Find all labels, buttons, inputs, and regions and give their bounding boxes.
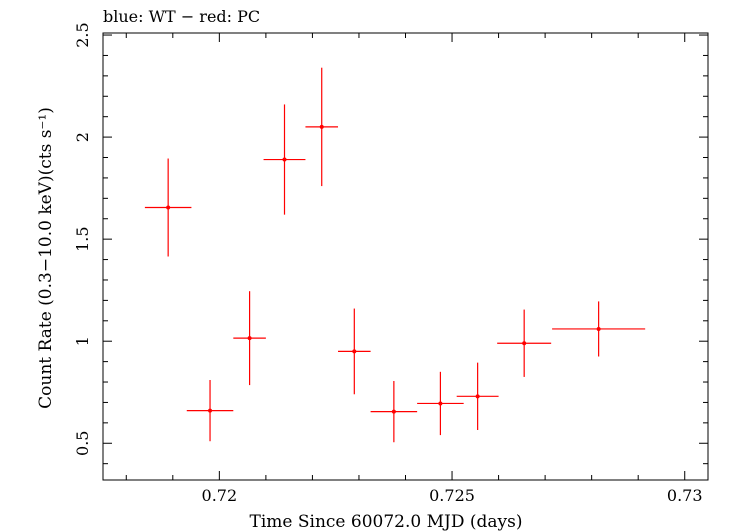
plot-frame xyxy=(102,32,709,481)
point-marker xyxy=(391,409,396,414)
data-point xyxy=(417,371,464,436)
point-marker xyxy=(596,326,601,331)
data-point xyxy=(186,379,234,442)
data-point xyxy=(370,381,418,443)
y-tick-label: 1 xyxy=(73,336,92,346)
y-axis-label: Count Rate (0.3−10.0 keV)(cts s⁻¹) xyxy=(36,107,56,409)
y-tick-label: 2.5 xyxy=(73,22,92,47)
data-point xyxy=(305,67,339,187)
axis-ticks xyxy=(103,33,708,480)
data-point xyxy=(456,362,499,430)
x-axis-label: Time Since 60072.0 MJD (days) xyxy=(250,512,523,532)
data-points xyxy=(144,67,646,443)
data-point xyxy=(263,104,306,215)
y-tick-label: 0.5 xyxy=(73,431,92,456)
data-point xyxy=(338,308,371,395)
point-marker xyxy=(166,205,171,210)
tick-labels: 0.72 0.725 0.73 0.5 1 1.5 2 2.5 xyxy=(73,22,703,505)
data-point xyxy=(552,301,646,357)
point-marker xyxy=(247,336,252,341)
data-point xyxy=(144,158,192,257)
data-point xyxy=(233,291,266,386)
point-marker xyxy=(282,157,287,162)
point-marker xyxy=(438,401,443,406)
x-tick-label: 0.725 xyxy=(429,486,475,505)
point-marker xyxy=(522,341,527,346)
data-point xyxy=(497,309,552,377)
point-marker xyxy=(475,394,480,399)
point-marker xyxy=(352,349,357,354)
x-tick-label: 0.73 xyxy=(667,486,703,505)
point-marker xyxy=(208,408,213,413)
y-tick-label: 1.5 xyxy=(73,226,92,251)
x-tick-label: 0.72 xyxy=(202,486,238,505)
y-tick-label: 2 xyxy=(73,132,92,142)
point-marker xyxy=(319,124,324,129)
chart-title: blue: WT − red: PC xyxy=(103,7,260,26)
